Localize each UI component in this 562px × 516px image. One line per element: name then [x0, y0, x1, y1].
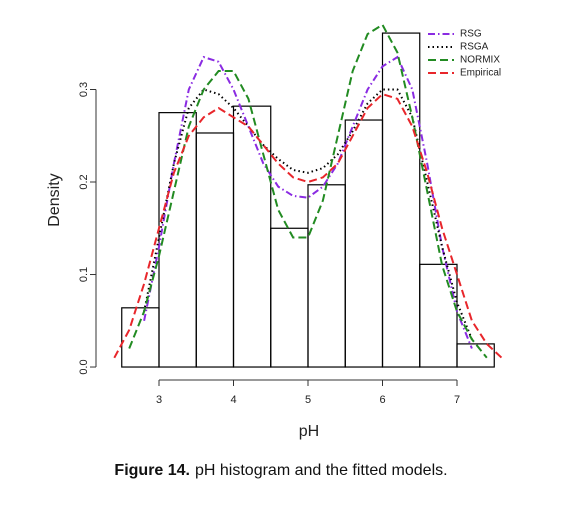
- caption-text: pH histogram and the fitted models.: [195, 462, 448, 479]
- histogram-bar: [307, 184, 346, 368]
- histogram-bar: [195, 132, 235, 368]
- legend-label: NORMIX: [460, 55, 500, 66]
- legend-label: RSGA: [460, 42, 489, 53]
- legend-label: Empirical: [460, 68, 501, 79]
- histogram-bar: [232, 105, 272, 368]
- histogram-bar: [381, 32, 421, 368]
- histogram-bar: [121, 307, 160, 368]
- x-tick-label: 7: [454, 394, 460, 406]
- x-tick-label: 4: [230, 394, 236, 406]
- histogram-bar: [419, 263, 458, 368]
- x-axis-title: pH: [299, 423, 319, 440]
- histogram-bar: [344, 119, 384, 368]
- y-tick-label: 0.3: [78, 82, 90, 97]
- y-tick-label: 0.0: [78, 359, 90, 374]
- x-tick-label: 3: [156, 394, 162, 406]
- histogram-bar: [158, 112, 197, 368]
- histogram-bar: [456, 343, 495, 368]
- x-tick-label: 5: [305, 394, 311, 406]
- caption-label: Figure 14.: [114, 462, 190, 479]
- histogram-bar: [270, 227, 309, 368]
- y-axis-title: Density: [46, 173, 63, 226]
- density-curve: [128, 23, 488, 359]
- density-curve: [113, 92, 503, 359]
- y-tick-label: 0.2: [78, 174, 90, 189]
- chart: pH Density 0.0 0.1 0.2 0.3 3 4 5 6 7 RSG RSGA NORMI…: [46, 23, 503, 440]
- caption: Figure 14. pH histogram and the fitted mo…: [0, 462, 562, 480]
- y-tick-label: 0.1: [78, 267, 90, 282]
- density-curve: [143, 88, 473, 340]
- x-tick-label: 6: [379, 394, 385, 406]
- legend-label: RSG: [460, 29, 482, 40]
